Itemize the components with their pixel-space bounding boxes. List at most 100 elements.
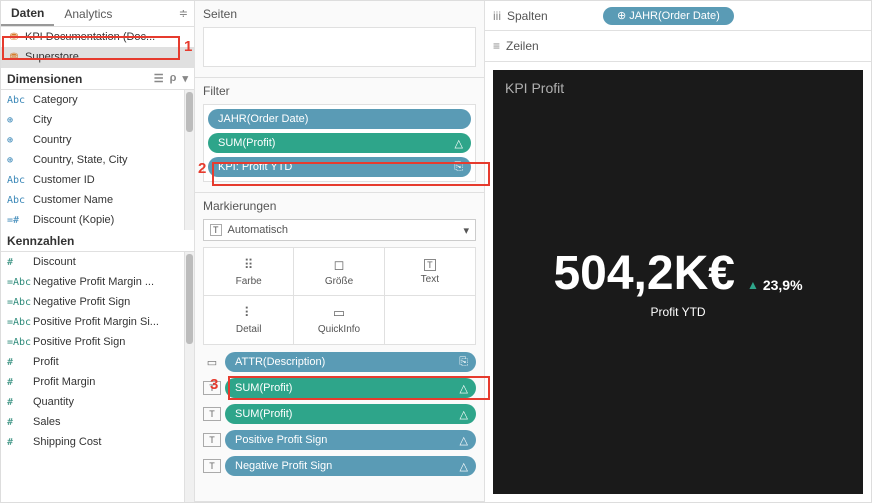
mark-pill-row: T Positive Profit Sign△ — [203, 429, 476, 451]
pill-trail-icon: ⎘ — [454, 161, 463, 174]
text-target-icon[interactable]: T — [203, 459, 221, 473]
cell-label: QuickInfo — [318, 324, 360, 335]
field-label: Country, State, City — [33, 154, 128, 166]
measures-header-label: Kennzahlen — [7, 234, 74, 248]
scrollbar-thumb[interactable] — [186, 254, 193, 344]
filter-pill[interactable]: SUM(Profit)△ — [208, 133, 471, 153]
detail-icon: ⠇ — [244, 305, 254, 321]
marks-text-shelf[interactable]: TText — [385, 248, 475, 296]
marks-shelf-grid: ⠿Farbe ◻ Größe TText ⠇ Detail ▭QuickInfo — [203, 247, 476, 345]
field-row[interactable]: =AbcNegative Profit Sign — [1, 292, 184, 312]
field-type-icon: =Abc — [7, 317, 27, 328]
pill-trail-icon: △ — [460, 460, 468, 473]
field-type-icon: # — [7, 257, 27, 268]
cell-label: Detail — [236, 324, 262, 335]
marks-size-shelf[interactable]: ◻ Größe — [294, 248, 384, 296]
field-label: Discount — [33, 256, 76, 268]
rows-icon: ≡ — [493, 39, 500, 53]
viz-main-value: 504,2K€ ▲23,9% — [553, 246, 802, 301]
dropdown-icon[interactable]: ▾ — [182, 72, 188, 85]
tooltip-target-icon[interactable]: ▭ — [203, 356, 221, 369]
list-view-icon[interactable]: ☰ — [154, 72, 164, 85]
filter-title: Filter — [203, 84, 476, 98]
mark-pill-row: T SUM(Profit)△ — [203, 403, 476, 425]
field-type-icon: =Abc — [7, 297, 27, 308]
rows-shelf[interactable]: ≡Zeilen — [485, 31, 871, 61]
field-row[interactable]: =Abc Positive Profit Margin Si... — [1, 312, 184, 332]
field-row[interactable]: ⊕ Country, State, City — [1, 150, 184, 170]
tab-daten[interactable]: Daten — [1, 1, 54, 26]
search-icon[interactable]: ρ — [170, 72, 177, 85]
marks-type-select[interactable]: T Automatisch ▾ — [203, 219, 476, 241]
mark-pill[interactable]: Negative Profit Sign △ — [225, 456, 476, 476]
datasource-item[interactable]: ⛃ Superstore — [1, 47, 194, 67]
filter-panel: Filter JAHR(Order Date) SUM(Profit)△ KPI… — [195, 78, 484, 193]
field-type-icon: # — [7, 377, 27, 388]
marks-color-shelf[interactable]: ⠿Farbe — [204, 248, 294, 296]
dimensions-scrollbar[interactable] — [184, 90, 194, 230]
marks-panel: Markierungen T Automatisch ▾ ⠿Farbe ◻Grö… — [195, 193, 484, 502]
text-target-icon[interactable]: T — [203, 381, 221, 395]
columns-shelf[interactable]: iiiSpalten ⊕ JAHR(Order Date) — [485, 1, 871, 31]
up-triangle-icon: ▲ — [747, 278, 759, 292]
cell-label: Größe — [325, 276, 353, 287]
text-target-icon[interactable]: T — [203, 407, 221, 421]
field-row[interactable]: =AbcPositive Profit Sign — [1, 332, 184, 352]
datasource-label: Superstore — [25, 51, 79, 63]
tab-analytics[interactable]: Analytics — [54, 1, 122, 26]
mark-pill[interactable]: SUM(Profit)△ — [225, 404, 476, 424]
marks-empty-cell — [385, 296, 475, 344]
field-row[interactable]: AbcCustomer ID — [1, 170, 184, 190]
field-row[interactable]: #Quantity — [1, 392, 184, 412]
pill-label: SUM(Profit) — [218, 137, 275, 149]
field-label: Negative Profit Margin ... — [33, 276, 154, 288]
marks-detail-shelf[interactable]: ⠇ Detail — [204, 296, 294, 344]
visualization-canvas[interactable]: KPI Profit 504,2K€ ▲23,9% Profit YTD — [493, 70, 863, 494]
pill-label: ⊕ JAHR(Order Date) — [617, 9, 720, 22]
dropdown-icon: ▾ — [463, 224, 469, 237]
field-row[interactable]: ⊕City — [1, 110, 184, 130]
tab-menu-icon[interactable]: ≑ — [173, 1, 194, 26]
viz-pct-text: 23,9% — [763, 277, 803, 293]
field-label: Quantity — [33, 396, 74, 408]
text-target-icon[interactable]: T — [203, 433, 221, 447]
field-row[interactable]: =AbcNegative Profit Margin ... — [1, 272, 184, 292]
field-row[interactable]: =#Discount (Kopie) — [1, 210, 184, 230]
field-row[interactable]: #Shipping Cost — [1, 432, 184, 452]
field-label: Profit Margin — [33, 376, 95, 388]
measures-list: #Discount =AbcNegative Profit Margin ...… — [1, 252, 194, 502]
field-row[interactable]: ⊕Country — [1, 130, 184, 150]
filter-body[interactable]: JAHR(Order Date) SUM(Profit)△ KPI: Profi… — [203, 104, 476, 182]
datasource-item[interactable]: ⛃ KPI Documentation (Doc... — [1, 27, 194, 47]
data-tabs: Daten Analytics ≑ — [1, 1, 194, 27]
field-row[interactable]: AbcCustomer Name — [1, 190, 184, 210]
datasource-icon: ⛃ — [7, 50, 21, 64]
field-row[interactable]: #Profit — [1, 352, 184, 372]
pill-trail-icon: △ — [460, 408, 468, 421]
pill-label: SUM(Profit) — [235, 382, 292, 394]
pill-label: Negative Profit Sign — [235, 460, 332, 472]
measures-scrollbar[interactable] — [184, 252, 194, 502]
size-icon: ◻ — [334, 257, 345, 273]
field-row[interactable]: # Discount — [1, 252, 184, 272]
color-icon: ⠿ — [244, 257, 254, 273]
field-row[interactable]: # Profit Margin — [1, 372, 184, 392]
pages-body[interactable] — [203, 27, 476, 67]
datasource-label: KPI Documentation (Doc... — [25, 31, 155, 43]
field-label: Customer ID — [33, 174, 95, 186]
mark-pill[interactable]: Positive Profit Sign△ — [225, 430, 476, 450]
filter-pill[interactable]: JAHR(Order Date) — [208, 109, 471, 129]
mark-pill-row: T Negative Profit Sign △ — [203, 455, 476, 477]
filter-pill[interactable]: KPI: Profit YTD⎘ — [208, 157, 471, 177]
field-type-icon: ⊕ — [7, 155, 27, 166]
marks-tooltip-shelf[interactable]: ▭QuickInfo — [294, 296, 384, 344]
columns-pill[interactable]: ⊕ JAHR(Order Date) — [603, 7, 734, 25]
datasource-icon: ⛃ — [7, 30, 21, 44]
field-label: Positive Profit Margin Si... — [33, 316, 159, 328]
field-row[interactable]: #Sales — [1, 412, 184, 432]
mark-pill[interactable]: SUM(Profit)△ — [225, 378, 476, 398]
field-row[interactable]: AbcCategory — [1, 90, 184, 110]
scrollbar-thumb[interactable] — [186, 92, 193, 132]
mark-pill[interactable]: ATTR(Description)⎘ — [225, 352, 476, 372]
field-type-icon: =Abc — [7, 337, 27, 348]
